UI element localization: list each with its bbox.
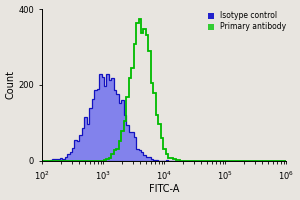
- Legend: Isotype control, Primary antibody: Isotype control, Primary antibody: [206, 10, 287, 33]
- Y-axis label: Count: Count: [6, 70, 16, 99]
- Polygon shape: [42, 74, 286, 161]
- X-axis label: FITC-A: FITC-A: [149, 184, 180, 194]
